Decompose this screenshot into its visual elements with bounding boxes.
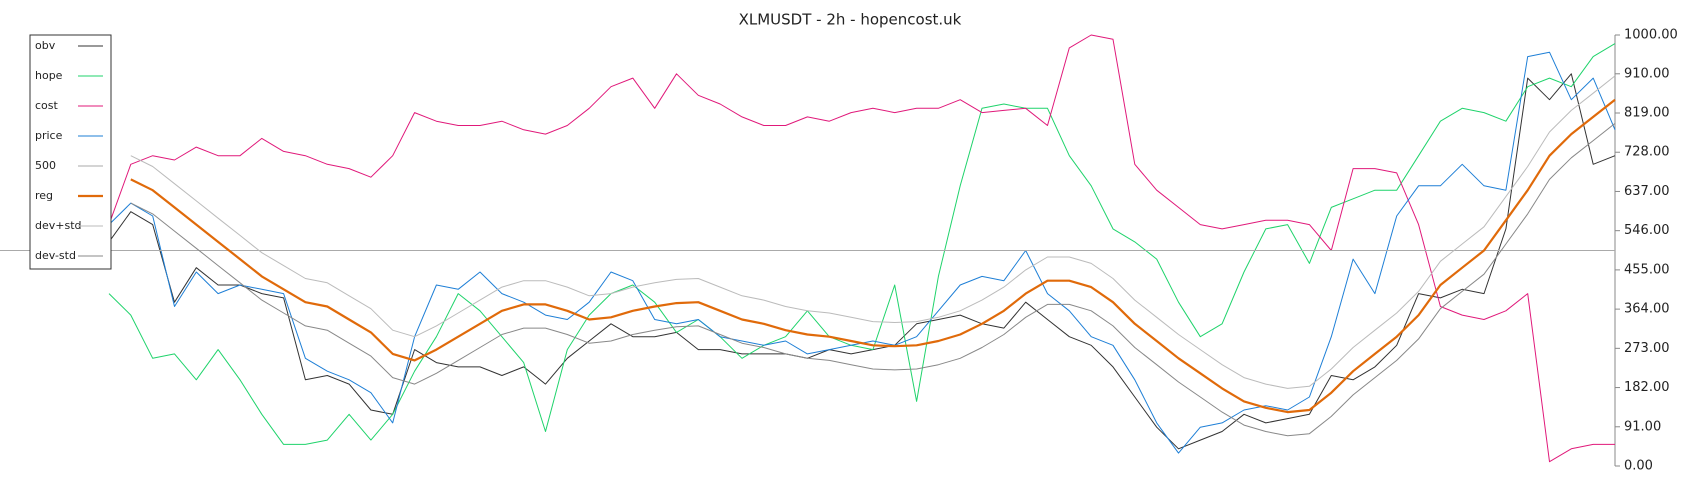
series-line: [130, 98, 1616, 414]
legend-label: dev-std: [35, 249, 76, 262]
y-tick-label: 910.00: [1624, 66, 1670, 81]
legend-label: hope: [35, 69, 63, 82]
y-tick-label: 0.00: [1624, 459, 1653, 474]
chart-title: XLMUSDT - 2h - hopencost.uk: [739, 11, 962, 29]
series-line: [130, 75, 1616, 389]
y-tick-label: 819.00: [1624, 106, 1670, 121]
y-tick-label: 364.00: [1624, 302, 1670, 317]
legend: obv hope cost price 500 reg dev+std dev-std: [29, 34, 112, 270]
series-line: [130, 123, 1616, 437]
legend-label: cost: [35, 99, 59, 112]
series-line: [108, 43, 1616, 445]
y-tick-label: 91.00: [1624, 419, 1661, 434]
y-tick-label: 728.00: [1624, 145, 1670, 160]
legend-label: 500: [35, 159, 56, 172]
series-line: [108, 51, 1616, 454]
y-tick-label: 637.00: [1624, 184, 1670, 199]
legend-box: [29, 34, 112, 270]
y-tick-label: 273.00: [1624, 341, 1670, 356]
legend-label: dev+std: [35, 219, 82, 232]
legend-label: obv: [35, 39, 56, 52]
y-tick-label: 182.00: [1624, 380, 1670, 395]
y-tick-label: 546.00: [1624, 223, 1670, 238]
legend-label: price: [35, 129, 63, 142]
legend-label: reg: [35, 189, 53, 202]
series-line: [108, 73, 1616, 450]
y-tick-label: 1000.00: [1624, 28, 1678, 43]
y-tick-label: 455.00: [1624, 262, 1670, 277]
series-line: [108, 34, 1615, 463]
